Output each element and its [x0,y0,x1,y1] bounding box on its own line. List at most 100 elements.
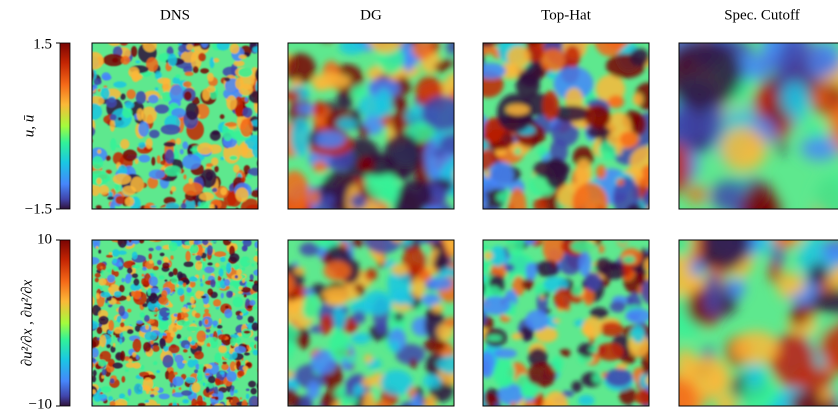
field-blob [251,189,258,198]
field-blob [106,254,113,258]
field-blob [470,318,479,325]
field-blob [225,35,233,40]
field-blob [252,305,258,310]
field-blob [401,240,413,247]
colorbar [59,239,71,407]
field-blob [83,258,86,262]
field-blob [214,262,220,268]
field-blob [112,215,118,222]
field-blob [434,62,448,73]
field-blob [474,28,497,41]
field-blob [149,292,158,304]
field-blob [206,244,213,256]
field-blob [227,213,232,219]
field-blob [584,104,611,129]
field-blob [94,277,99,283]
field-blob [219,114,225,120]
field-blob [455,168,462,184]
field-blob [483,310,487,326]
field-blob [634,390,649,406]
field-blob [140,364,145,371]
field-blob [192,320,195,323]
field-blob [80,341,88,349]
field-blob [242,107,253,118]
field-blob [199,192,215,201]
field-blob [192,66,199,74]
field-blob [475,383,482,392]
field-blob [632,406,645,414]
field-blob [149,276,158,287]
field-blob [230,337,237,347]
field-blob [140,210,146,216]
field-blob [532,230,551,239]
field-blob [570,240,596,253]
field-blob [173,371,178,375]
field-blob [106,234,111,237]
field-blob [544,157,568,190]
field-blob [689,259,704,277]
field-blob [154,307,158,312]
field-blob [575,158,593,188]
field-blob [703,273,723,317]
field-blob [194,369,199,374]
field-blob [96,177,102,185]
field-blob [251,292,258,300]
field-blob [159,337,166,350]
field-blob [197,370,203,381]
field-blob [249,279,254,282]
field-blob [203,303,211,309]
field-blob [214,403,225,406]
field-blob [156,370,161,374]
field-blob [444,316,454,328]
field-blob [193,240,202,245]
field-blob [288,170,310,209]
field-blob [619,407,643,417]
field-blob [134,158,139,165]
field-blob [158,318,169,330]
field-blob [246,344,250,350]
field-blob [217,391,224,401]
field-blob [131,251,138,260]
field-blob [204,308,210,313]
field-blob [303,288,315,296]
field-blob [107,43,122,47]
field-blob [505,103,530,116]
field-blob [383,133,422,179]
field-blob [170,276,178,284]
field-blob [80,325,84,330]
field-blob [424,395,437,406]
field-blob [161,316,169,321]
field-blob [195,413,203,417]
field-blob [254,336,258,342]
field-blob [183,174,187,180]
field-blob [103,53,125,67]
field-blob [288,206,295,209]
field-blob [127,388,132,396]
field-blob [239,209,244,217]
field-blob [263,321,267,325]
field-blob [715,393,737,406]
field-blob [262,190,273,198]
field-blob [243,293,247,298]
field-blob [181,43,189,45]
field-blob [191,398,197,406]
field-blob [136,320,143,324]
field-blob [136,407,144,414]
field-blob [95,292,100,300]
field-blob [752,88,773,107]
field-blob [112,266,119,272]
field-blob [796,366,833,392]
field-blob [218,268,224,277]
field-blob [183,91,192,101]
field-blob [579,232,583,238]
field-blob [126,295,131,302]
field-blob [535,326,558,343]
field-blob [112,258,117,264]
field-blob [116,302,121,305]
field-blob [259,339,265,348]
field-blob [185,376,196,384]
field-blob [244,96,248,102]
field-blob [237,228,250,235]
field-blob [158,393,170,400]
field-blob [199,201,209,209]
